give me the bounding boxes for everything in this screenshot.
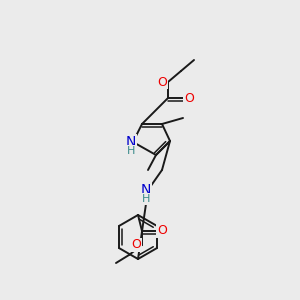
Text: N: N (126, 135, 136, 149)
Text: O: O (131, 238, 141, 251)
Text: H: H (127, 146, 135, 156)
Text: O: O (157, 76, 167, 88)
Text: O: O (184, 92, 194, 104)
Text: H: H (142, 194, 150, 204)
Text: N: N (141, 183, 151, 197)
Text: O: O (157, 224, 167, 238)
